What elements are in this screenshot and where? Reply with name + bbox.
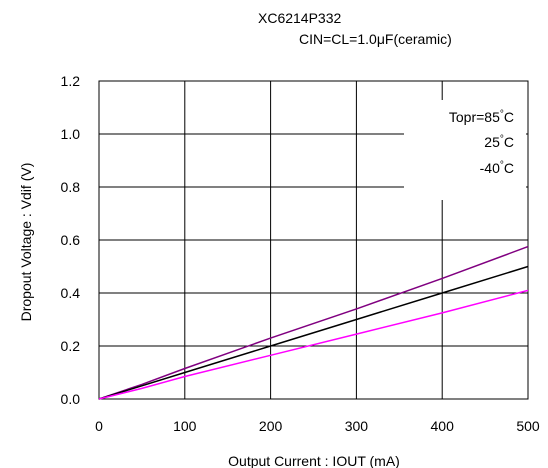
x-tick-label: 500 bbox=[516, 418, 540, 434]
y-tick-label: 1.0 bbox=[61, 126, 81, 142]
y-axis-label: Dropout Voltage : Vdif (V) bbox=[18, 163, 34, 322]
series-line bbox=[98, 245, 529, 400]
x-tick-label: 400 bbox=[431, 418, 455, 434]
y-axis-ticks: 0.0 0.2 0.4 0.6 0.8 1.0 1.2 bbox=[61, 73, 81, 407]
x-tick-label: 200 bbox=[259, 418, 283, 434]
x-axis-label: Output Current : IOUT (mA) bbox=[228, 453, 400, 468]
series-line bbox=[98, 265, 529, 400]
y-tick-label: 0.0 bbox=[61, 391, 81, 407]
chart-subtitle: CIN=CL=1.0μF(ceramic) bbox=[299, 31, 452, 47]
x-tick-label: 100 bbox=[173, 418, 197, 434]
x-axis-ticks: 0 100 200 300 400 500 bbox=[95, 418, 540, 434]
legend-background bbox=[404, 100, 526, 200]
y-tick-label: 0.4 bbox=[61, 285, 81, 301]
legend-entry: 25°C bbox=[484, 134, 514, 150]
y-tick-label: 0.2 bbox=[61, 338, 81, 354]
chart-title: XC6214P332 bbox=[258, 10, 342, 26]
x-tick-label: 300 bbox=[345, 418, 369, 434]
plot-frame bbox=[98, 80, 529, 400]
y-tick-label: 1.2 bbox=[61, 73, 81, 89]
series-lines bbox=[98, 245, 529, 400]
legend-entry: -40°C bbox=[480, 160, 514, 176]
legend: Topr=85°C 25°C -40°C bbox=[449, 109, 514, 176]
x-tick-label: 0 bbox=[95, 418, 103, 434]
y-tick-label: 0.8 bbox=[61, 179, 81, 195]
series-line bbox=[98, 289, 529, 400]
legend-entry: Topr=85°C bbox=[449, 109, 514, 125]
y-tick-label: 0.6 bbox=[61, 232, 81, 248]
